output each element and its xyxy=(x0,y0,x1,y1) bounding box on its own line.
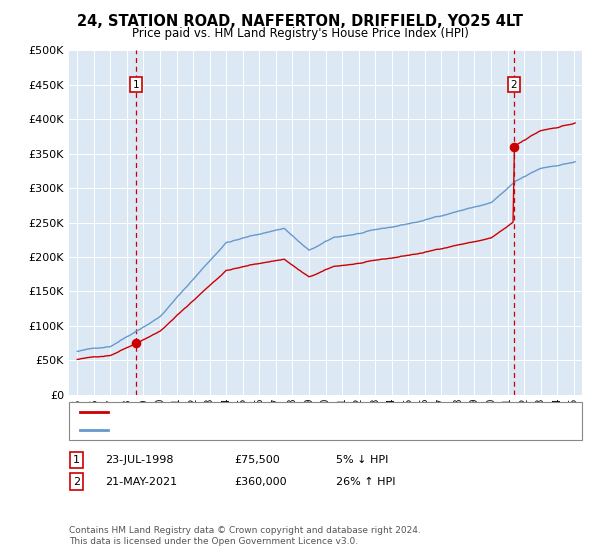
Text: 2: 2 xyxy=(73,477,80,487)
Text: HPI: Average price, detached house, East Riding of Yorkshire: HPI: Average price, detached house, East… xyxy=(114,424,430,435)
Text: 24, STATION ROAD, NAFFERTON, DRIFFIELD, YO25 4LT (detached house): 24, STATION ROAD, NAFFERTON, DRIFFIELD, … xyxy=(114,407,488,417)
Text: 26% ↑ HPI: 26% ↑ HPI xyxy=(336,477,395,487)
Text: 2: 2 xyxy=(511,80,517,90)
Text: 1: 1 xyxy=(73,455,80,465)
Text: Contains HM Land Registry data © Crown copyright and database right 2024.
This d: Contains HM Land Registry data © Crown c… xyxy=(69,526,421,546)
Text: Price paid vs. HM Land Registry's House Price Index (HPI): Price paid vs. HM Land Registry's House … xyxy=(131,27,469,40)
Point xyxy=(131,338,141,347)
Text: 1: 1 xyxy=(133,80,139,90)
Text: 24, STATION ROAD, NAFFERTON, DRIFFIELD, YO25 4LT: 24, STATION ROAD, NAFFERTON, DRIFFIELD, … xyxy=(77,14,523,29)
Text: £75,500: £75,500 xyxy=(234,455,280,465)
Text: £360,000: £360,000 xyxy=(234,477,287,487)
Text: 21-MAY-2021: 21-MAY-2021 xyxy=(105,477,177,487)
Text: 23-JUL-1998: 23-JUL-1998 xyxy=(105,455,173,465)
Point xyxy=(509,142,518,151)
Text: 5% ↓ HPI: 5% ↓ HPI xyxy=(336,455,388,465)
